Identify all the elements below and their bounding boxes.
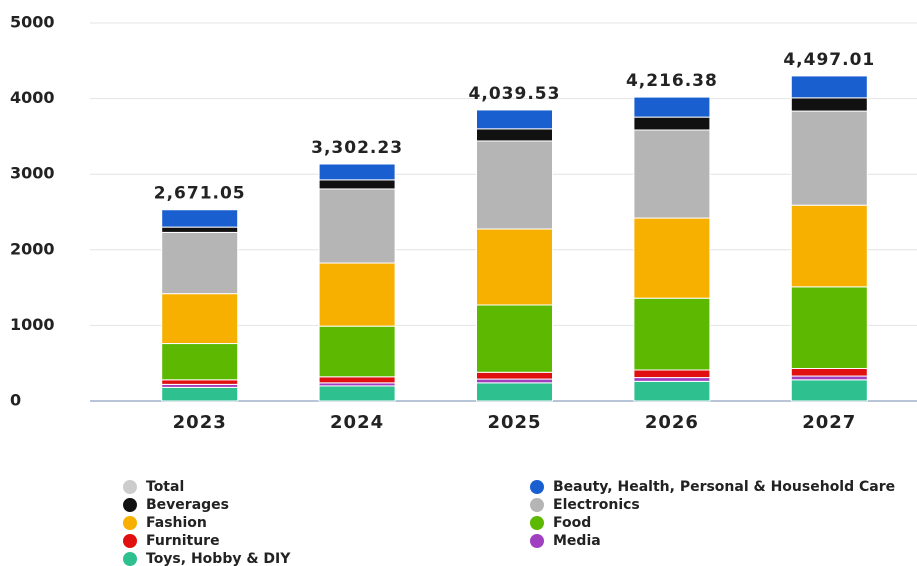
total-label: 3,302.23	[311, 138, 403, 158]
bar-segment	[633, 96, 711, 118]
bar-segment	[476, 228, 553, 306]
bar-segment	[633, 116, 711, 131]
legend-marker	[530, 516, 544, 530]
bar-segment	[161, 209, 239, 228]
x-tick-label: 2026	[645, 412, 699, 433]
legend-marker	[530, 480, 544, 494]
x-tick-label: 2023	[173, 412, 227, 433]
bar-segment	[476, 378, 553, 384]
legend-label: Fashion	[146, 515, 207, 531]
legend-marker	[123, 480, 137, 494]
bar-segment	[633, 297, 711, 371]
bar-segment	[161, 379, 239, 385]
bar-segment	[633, 380, 711, 402]
bar-segment	[790, 286, 868, 369]
bar-segment	[790, 97, 868, 112]
legend-label: Furniture	[146, 533, 220, 549]
bar-segment	[790, 367, 868, 377]
bar-segment	[476, 140, 553, 230]
y-tick-label: 0	[10, 391, 21, 410]
bar-segment	[790, 375, 868, 381]
legend-label: Beverages	[146, 497, 229, 513]
x-tick-label: 2027	[802, 412, 856, 433]
legend-label: Media	[553, 533, 601, 549]
y-tick-label: 2000	[10, 239, 55, 258]
bar-segment	[318, 325, 396, 378]
total-label: 4,039.53	[469, 84, 561, 104]
y-tick-label: 1000	[10, 315, 55, 334]
bar-segment	[633, 217, 711, 299]
legend-label: Electronics	[553, 497, 640, 513]
bar-segment	[161, 386, 239, 402]
legend-marker	[530, 498, 544, 512]
y-tick-label: 5000	[10, 13, 55, 32]
legend-label: Toys, Hobby & DIY	[146, 551, 291, 566]
bar-segment	[476, 371, 553, 380]
bar-segment	[161, 293, 239, 345]
legend-marker	[530, 534, 544, 548]
y-tick-label: 3000	[10, 164, 55, 183]
bar-segment	[790, 379, 868, 402]
bar-segment	[790, 110, 868, 206]
x-tick-label: 2024	[330, 412, 384, 433]
bar-segment	[633, 369, 711, 379]
legend-marker	[123, 516, 137, 530]
bar-segment	[318, 376, 396, 384]
bar-segment	[790, 75, 868, 99]
legend-marker	[123, 534, 137, 548]
y-tick-label: 4000	[10, 88, 55, 107]
legend-label: Total	[146, 479, 184, 495]
total-label: 4,497.01	[783, 50, 875, 70]
bar-segment	[318, 163, 396, 181]
bar-segment	[318, 179, 396, 190]
legend-marker	[123, 498, 137, 512]
bar-segment	[790, 204, 868, 288]
x-tick-label: 2025	[487, 412, 541, 433]
legend-marker	[123, 552, 137, 566]
bar-segment	[318, 262, 396, 327]
bar-segment	[476, 109, 553, 130]
bar-segment	[633, 377, 711, 382]
bar-segment	[633, 129, 711, 219]
bar-segment	[318, 385, 396, 402]
total-label: 4,216.38	[626, 71, 718, 91]
legend-label: Food	[553, 515, 591, 531]
total-label: 2,671.05	[154, 184, 246, 204]
bar-segment	[161, 231, 239, 295]
bar-segment	[318, 188, 396, 264]
bar-segment	[476, 382, 553, 402]
legend-label: Beauty, Health, Personal & Household Car…	[553, 479, 895, 495]
bar-segment	[161, 226, 239, 233]
bar-segment	[476, 128, 553, 142]
bar-segment	[161, 343, 239, 381]
bar-segment	[476, 304, 553, 373]
